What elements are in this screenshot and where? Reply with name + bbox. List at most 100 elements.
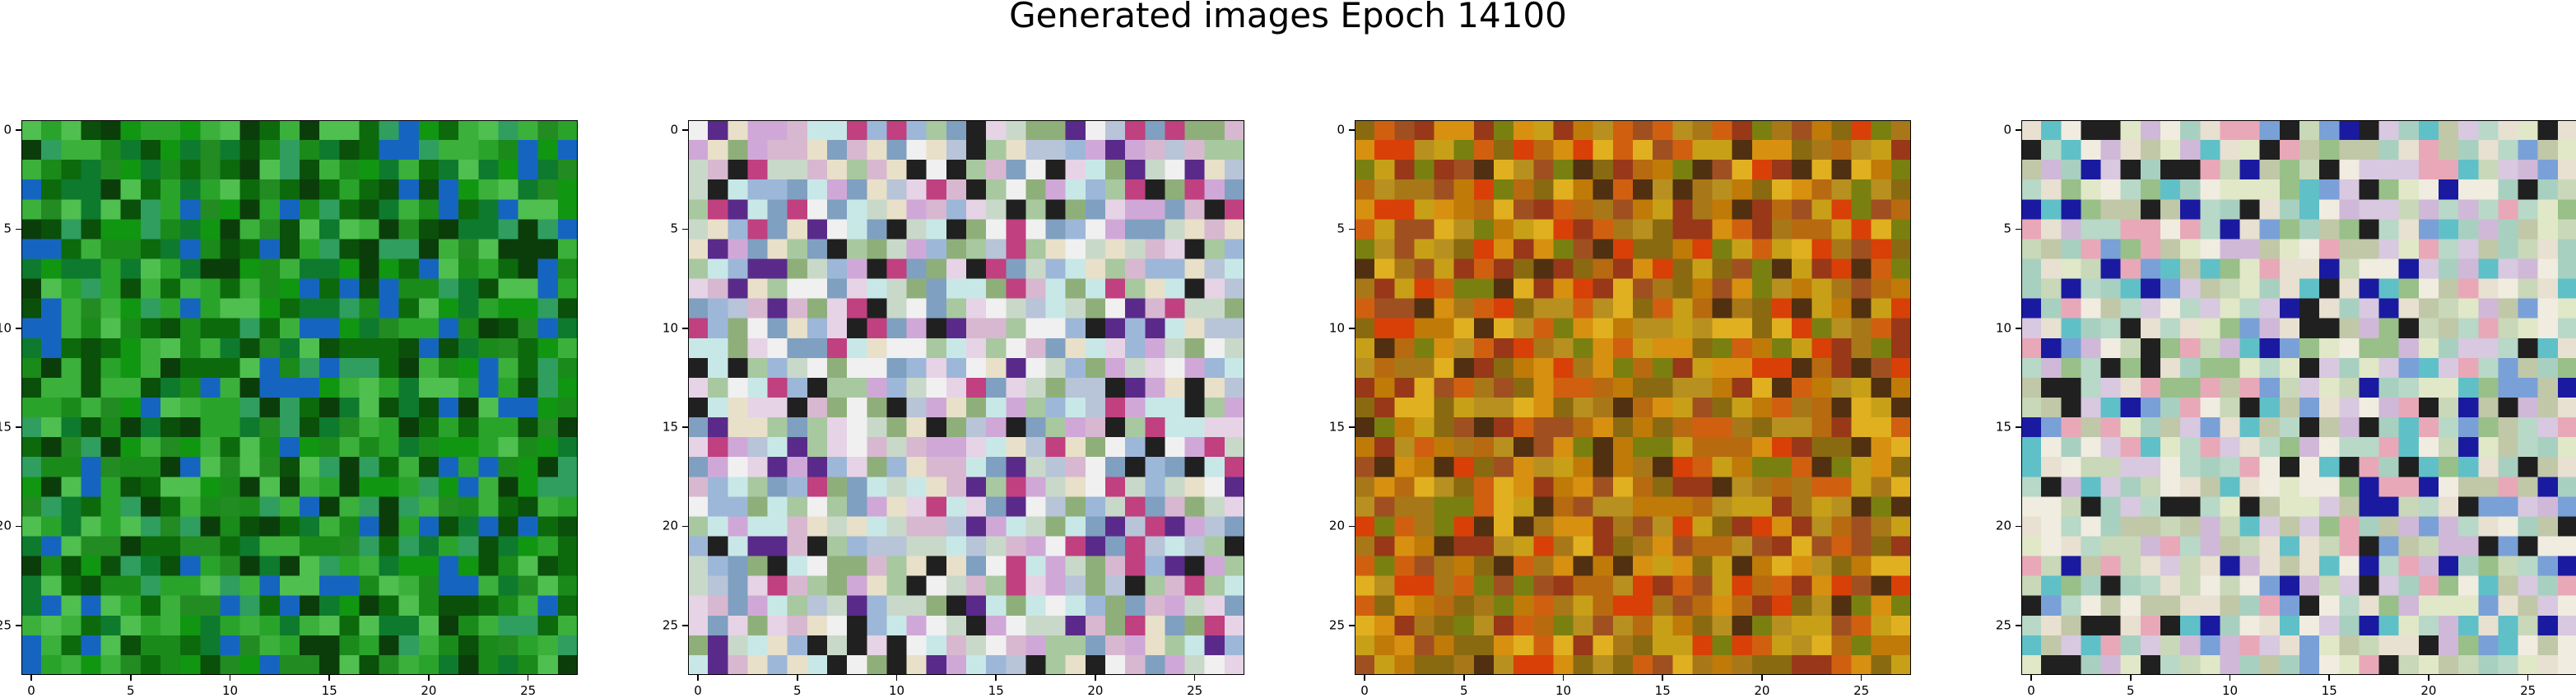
x-tick-mark [895,675,898,681]
x-tick-label: 20 [2420,683,2437,698]
y-tick-mark [2016,129,2021,131]
x-tick-mark [328,675,330,681]
x-tick-mark [2130,675,2132,681]
x-tick-label: 25 [2520,683,2536,698]
generated-image-panel-3: 0 5 10 15 20 25 0 5 10 15 20 25 [1329,120,1911,697]
y-tick-mark [1349,625,1355,626]
y-tick-mark [1349,228,1355,230]
y-tick-mark [16,426,21,428]
y-tick-label: 20 [1995,518,2011,533]
x-tick-label: 15 [2321,683,2337,698]
x-tick-label: 5 [1460,683,1468,698]
y-tick-label: 20 [662,518,678,533]
y-tick-mark [2016,625,2021,626]
x-tick-label: 20 [1087,683,1104,698]
y-tick-label: 5 [1337,221,1345,236]
x-tick-label: 15 [1654,683,1671,698]
generated-image-4 [2021,120,2576,675]
x-tick-mark [2527,675,2529,681]
y-tick-mark [16,525,21,528]
y-tick-mark [682,625,688,626]
y-tick-mark [16,129,21,131]
y-tick-label: 0 [2003,122,2011,137]
figure-title: Generated images Epoch 14100 [1009,0,1567,35]
y-tick-mark [2016,525,2021,528]
y-tick-label: 0 [3,122,12,137]
y-tick-label: 20 [0,518,12,533]
x-tick-label: 15 [321,683,337,698]
x-tick-label: 10 [888,683,905,698]
y-tick-mark [2016,328,2021,329]
x-tick-mark [2428,675,2430,681]
y-tick-label: 10 [1328,320,1345,336]
x-tick-label: 10 [1555,683,1572,698]
x-tick-label: 10 [2221,683,2239,698]
x-tick-label: 25 [520,683,537,698]
x-tick-label: 5 [127,683,135,698]
y-tick-label: 15 [662,419,678,435]
y-tick-label: 20 [1328,518,1345,533]
x-tick-mark [697,675,699,681]
generated-image-3 [1355,120,1911,675]
y-tick-mark [682,525,688,528]
y-tick-label: 5 [3,221,12,236]
x-tick-label: 20 [1754,683,1770,698]
x-tick-mark [1662,675,1663,681]
generated-image-panel-4: 0 5 10 15 20 25 0 5 10 15 20 25 [1996,120,2576,697]
x-tick-mark [527,675,529,681]
y-tick-mark [1349,328,1355,329]
x-tick-label: 25 [1853,683,1870,698]
x-tick-label: 0 [2027,683,2035,698]
y-tick-mark [682,228,688,230]
x-tick-mark [2328,675,2330,681]
y-tick-mark [1349,525,1355,528]
y-tick-mark [2016,426,2021,428]
x-tick-label: 0 [694,683,702,698]
y-tick-mark [1349,129,1355,131]
generated-image-panel-1: 0 5 10 15 20 25 0 5 10 15 20 25 [0,120,578,697]
y-tick-label: 0 [670,122,678,137]
y-tick-mark [1349,426,1355,428]
y-tick-label: 15 [1328,419,1345,435]
y-tick-mark [16,328,21,329]
x-tick-mark [1095,675,1096,681]
x-tick-mark [2030,675,2032,681]
y-tick-mark [682,328,688,329]
y-tick-label: 15 [0,419,12,435]
y-tick-label: 10 [0,320,12,336]
x-tick-label: 20 [421,683,437,698]
y-tick-mark [682,129,688,131]
x-tick-mark [2229,675,2231,681]
x-tick-label: 15 [988,683,1004,698]
x-tick-mark [130,675,132,681]
y-tick-label: 0 [1337,122,1345,137]
generated-image-panel-2: 0 5 10 15 20 25 0 5 10 15 20 25 [663,120,1244,697]
x-tick-mark [428,675,430,681]
x-tick-label: 0 [1360,683,1369,698]
x-tick-label: 25 [1187,683,1203,698]
y-tick-mark [2016,228,2021,230]
y-tick-label: 25 [0,617,12,633]
generated-image-2 [688,120,1244,675]
y-tick-mark [16,228,21,230]
x-tick-label: 10 [221,683,239,698]
x-tick-mark [1463,675,1465,681]
x-tick-mark [229,675,231,681]
y-tick-label: 15 [1995,419,2011,435]
x-tick-label: 0 [27,683,35,698]
x-tick-label: 5 [793,683,802,698]
x-tick-mark [995,675,997,681]
y-tick-label: 5 [670,221,678,236]
x-tick-mark [1364,675,1365,681]
x-tick-mark [30,675,32,681]
y-tick-label: 5 [2003,221,2011,236]
y-tick-label: 25 [1995,617,2011,633]
y-tick-label: 10 [662,320,678,336]
x-tick-label: 5 [2127,683,2135,698]
x-tick-mark [1761,675,1763,681]
x-tick-mark [1193,675,1196,681]
generated-image-1 [21,120,578,675]
x-tick-mark [1562,675,1565,681]
y-tick-mark [682,426,688,428]
x-tick-mark [797,675,798,681]
